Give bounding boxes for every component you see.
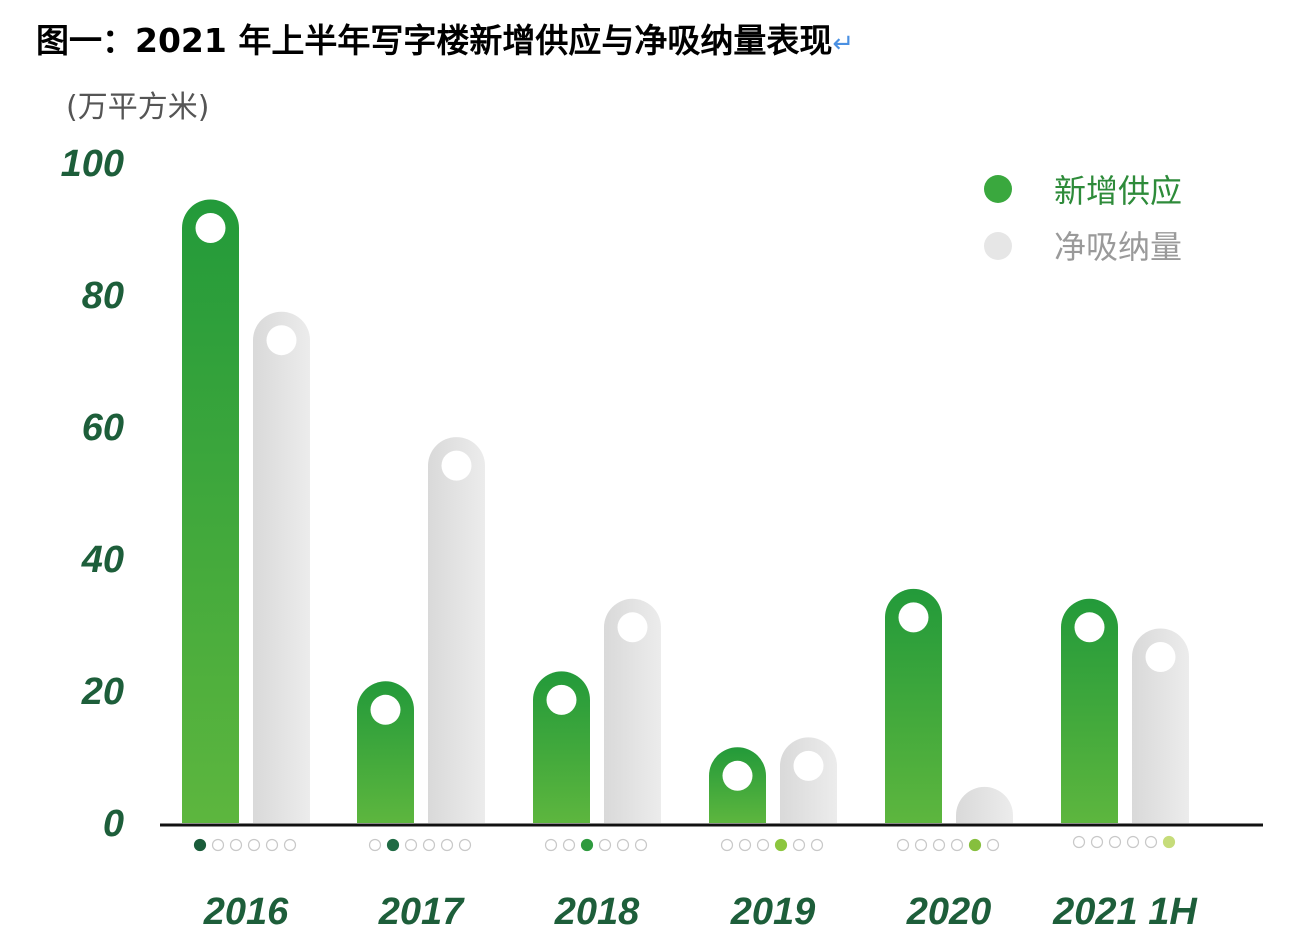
supply-bar-2021-1H (1061, 598, 1118, 823)
legend: 新增供应 净吸纳量 (984, 172, 1182, 266)
indicator-dot (458, 838, 472, 852)
indicator-dot (265, 838, 279, 852)
indicator-dot (932, 838, 946, 852)
absorption-bar-2020 (956, 786, 1013, 823)
bar-marker-circle (266, 325, 297, 356)
chart-title: 图一：2021 年上半年写字楼新增供应与净吸纳量表现↵ (36, 14, 854, 62)
x-tick-label: 2019 (730, 891, 816, 933)
indicator-dot (229, 838, 243, 852)
x-tick-label: 2016 (203, 891, 289, 933)
indicator-dot (1144, 835, 1158, 849)
indicator-dot (792, 838, 806, 852)
indicator-dot (1126, 835, 1140, 849)
bar-marker-circle (1074, 612, 1105, 643)
legend-label-supply: 新增供应 (1054, 172, 1182, 210)
indicator-dot (914, 838, 928, 852)
indicator-dot (738, 838, 752, 852)
legend-swatch-supply (984, 175, 1012, 203)
indicator-dot (1090, 835, 1104, 849)
indicator-dot-active (1162, 835, 1176, 849)
indicator-dot (810, 838, 824, 852)
bar-marker-circle (370, 694, 401, 725)
indicator-dot-active (193, 838, 207, 852)
indicator-dot (1072, 835, 1086, 849)
absorption-bar-2017 (428, 437, 485, 823)
indicator-dot (950, 838, 964, 852)
absorption-bar-2018 (604, 598, 661, 823)
legend-swatch-absorption (984, 232, 1012, 260)
supply-bar-2017 (357, 681, 414, 823)
bar-marker-circle (898, 602, 929, 633)
absorption-bar-2021-1H (1132, 628, 1189, 823)
indicator-dot (598, 838, 612, 852)
supply-bar-2020 (885, 588, 942, 823)
indicator-dot (634, 838, 648, 852)
bar-marker-circle (195, 213, 226, 243)
indicator-dot (616, 838, 630, 852)
bar-marker-circle (617, 612, 648, 643)
indicator-dot (756, 838, 770, 852)
bar-marker-circle (722, 760, 753, 791)
indicator-dot (211, 838, 225, 852)
indicator-dot (247, 838, 261, 852)
y-tick-label: 80 (82, 275, 124, 317)
indicator-dot (283, 838, 297, 852)
bar-marker-circle (546, 684, 577, 715)
y-axis-unit-label: (万平方米) (66, 90, 210, 125)
y-tick-label: 0 (103, 803, 124, 845)
x-tick-label: 2020 (906, 891, 992, 933)
indicator-dot (422, 838, 436, 852)
y-tick-label: 40 (81, 539, 124, 581)
supply-bar-2018 (533, 671, 590, 823)
x-tick-label: 2018 (554, 891, 640, 933)
indicator-dot (986, 838, 1000, 852)
indicator-dot-active (774, 838, 788, 852)
bar-marker-circle (1145, 642, 1176, 672)
supply-bar-2016 (182, 199, 240, 823)
bar-marker-circle (441, 450, 472, 481)
absorption-bar-2016 (253, 311, 310, 823)
indicator-dot (544, 838, 558, 852)
indicator-dot-active (580, 838, 594, 852)
indicator-dot (896, 838, 910, 852)
indicator-dot (562, 838, 576, 852)
title-text: 图一：2021 年上半年写字楼新增供应与净吸纳量表现 (36, 21, 833, 60)
legend-label-absorption: 净吸纳量 (1054, 228, 1182, 266)
indicator-dot-active (386, 838, 400, 852)
indicator-dot (404, 838, 418, 852)
y-tick-label: 100 (61, 143, 124, 185)
y-tick-label: 60 (82, 407, 124, 449)
y-tick-label: 20 (81, 671, 124, 713)
x-tick-label: 2021 1H (1052, 891, 1198, 933)
indicator-dot (440, 838, 454, 852)
bar-marker-circle (793, 750, 824, 781)
indicator-dot (720, 838, 734, 852)
indicator-dot (1108, 835, 1122, 849)
indicator-dot-active (968, 838, 982, 852)
return-mark: ↵ (832, 29, 855, 59)
x-tick-label: 2017 (378, 891, 465, 933)
indicator-dot (368, 838, 382, 852)
